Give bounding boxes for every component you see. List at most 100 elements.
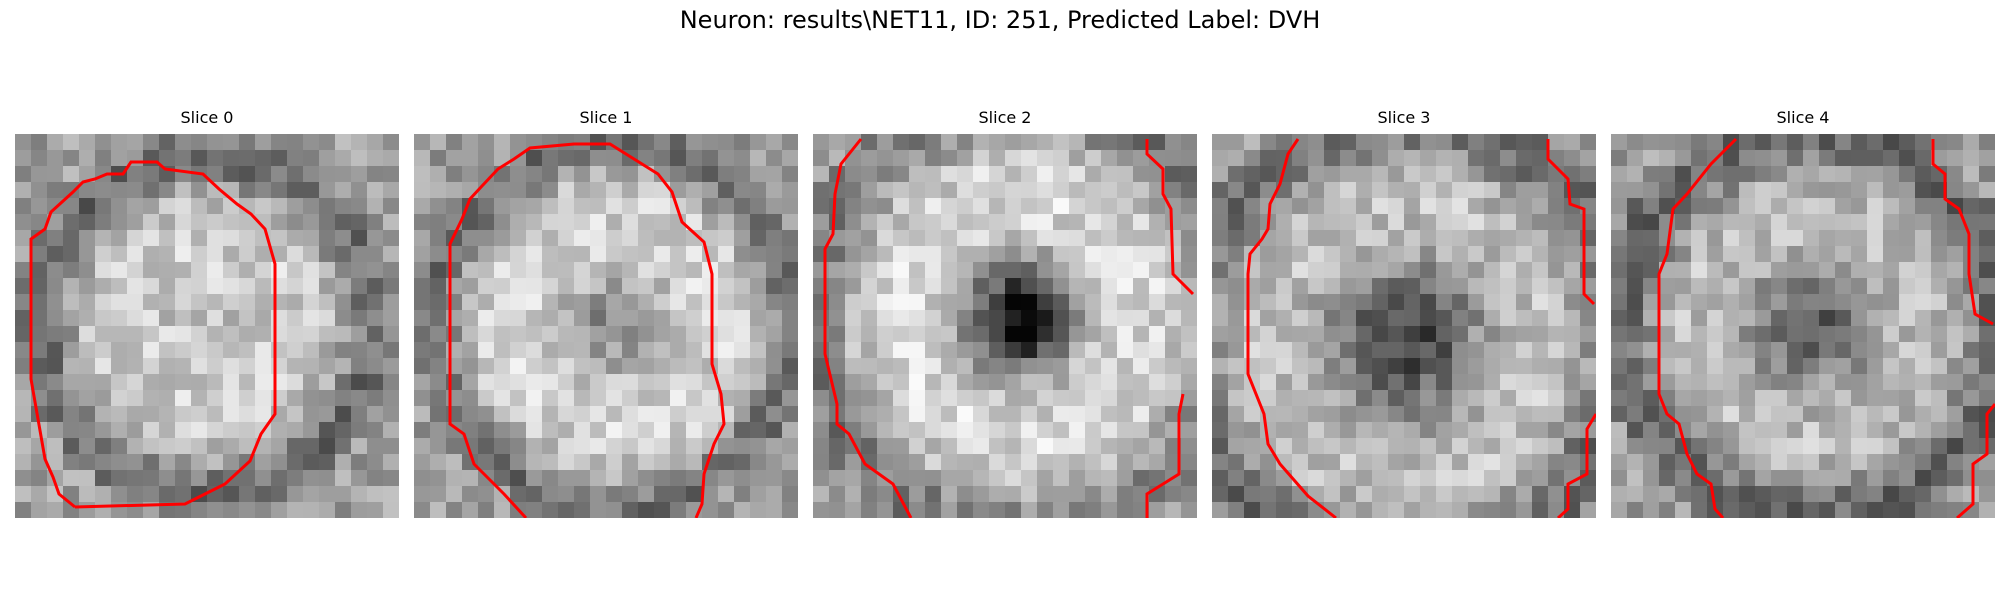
pixel [1675,406,1691,422]
pixel [734,214,750,230]
pixel [1308,470,1324,486]
pixel [1867,406,1883,422]
pixel [1181,198,1197,214]
red-contour-right [1546,139,1596,306]
pixel [1212,390,1228,406]
pixel [1787,182,1803,198]
pixel [734,486,750,502]
pixel [1707,454,1723,470]
pixel [1851,182,1867,198]
pixel [1899,134,1915,150]
pixel [478,502,494,518]
pixel [1484,454,1500,470]
pixel [1500,438,1516,454]
pixel [909,406,925,422]
pixel [877,278,893,294]
pixel [1611,342,1627,358]
pixel [1771,470,1787,486]
pixel [1053,294,1069,310]
pixel [622,438,638,454]
pixel [1979,166,1995,182]
pixel [79,438,95,454]
pixel [15,486,31,502]
pixel [1819,198,1835,214]
pixel [813,214,829,230]
pixel [1324,182,1340,198]
pixel [989,406,1005,422]
pixel [1420,326,1436,342]
pixel [63,422,79,438]
pixel [973,182,989,198]
pixel [606,166,622,182]
pixel [47,182,63,198]
pixel [127,438,143,454]
pixel [414,326,430,342]
pixel [1691,454,1707,470]
pixel [430,470,446,486]
pixel [1675,262,1691,278]
pixel [606,150,622,166]
pixel [702,374,718,390]
pixel [1963,198,1979,214]
pixel [686,214,702,230]
pixel [1803,230,1819,246]
pixel [1149,326,1165,342]
pixel [1707,310,1723,326]
pixel [191,230,207,246]
pixel [1500,374,1516,390]
pixel [1516,438,1532,454]
pixel [1276,374,1292,390]
pixel [1324,326,1340,342]
pixel [1244,438,1260,454]
pixel [1101,470,1117,486]
pixel [510,182,526,198]
pixel [414,214,430,230]
pixel [1851,358,1867,374]
pixel [1819,502,1835,518]
pixel [1468,310,1484,326]
pixel [973,166,989,182]
pixel [606,214,622,230]
pixel [909,390,925,406]
pixel [1723,246,1739,262]
pixel [1548,422,1564,438]
pixel [175,182,191,198]
pixel [1181,310,1197,326]
pixel [462,310,478,326]
pixel [1548,486,1564,502]
pixel [15,166,31,182]
pixel [1979,134,1995,150]
pixel [590,342,606,358]
pixel [351,150,367,166]
pixel [1963,310,1979,326]
pixel [255,454,271,470]
pixel [1133,294,1149,310]
pixel [335,278,351,294]
pixel [989,278,1005,294]
pixel [223,342,239,358]
pixel [175,278,191,294]
pixel [590,262,606,278]
slice-image-3 [1212,134,1596,518]
pixel [287,262,303,278]
pixel [430,326,446,342]
pixel [1340,390,1356,406]
pixel [31,278,47,294]
pixel [1149,294,1165,310]
pixel [1691,310,1707,326]
pixel [877,246,893,262]
pixel [383,358,399,374]
pixel [1165,278,1181,294]
pixel [15,438,31,454]
pixel [845,198,861,214]
pixel [1228,326,1244,342]
pixel [1643,390,1659,406]
pixel [255,214,271,230]
pixel [303,374,319,390]
pixel [15,406,31,422]
pixel [271,294,287,310]
pixel [1117,326,1133,342]
pixel [1803,486,1819,502]
pixel [15,134,31,150]
pixel [750,374,766,390]
